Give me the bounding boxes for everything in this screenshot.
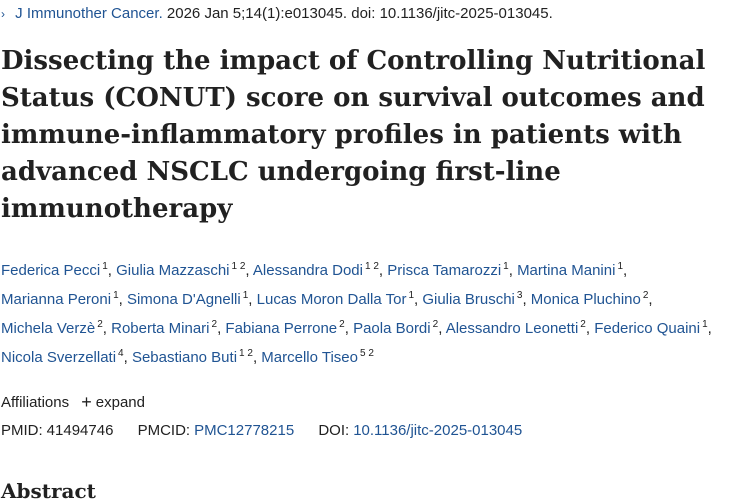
author-name-link[interactable]: Alessandra Dodi: [252, 262, 363, 279]
author-name-link[interactable]: Prisca Tamarozzi: [387, 262, 502, 279]
author-item: Alessandra Dodi 1 2,: [252, 261, 384, 279]
author-item: Marianna Peroni 1,: [1, 290, 123, 308]
author-name-link[interactable]: Federico Quaini: [594, 320, 701, 337]
author-separator: ,: [648, 291, 653, 308]
author-item: Simona D'Agnelli 1,: [126, 290, 253, 308]
author-name-link[interactable]: Monica Pluchino: [530, 291, 641, 308]
author-item: Paola Bordi 2,: [353, 319, 443, 337]
pmid-group: PMID: 41494746: [1, 422, 113, 439]
author-item: Marcello Tiseo 5 2: [261, 348, 374, 366]
author-name-link[interactable]: Sebastiano Buti: [131, 349, 238, 366]
author-affiliation-number[interactable]: 1 2: [239, 348, 253, 359]
author-item: Sebastiano Buti 1 2,: [131, 348, 258, 366]
author-name-link[interactable]: Giulia Bruschi: [422, 291, 515, 308]
author-item: Lucas Moron Dalla Tor 1,: [256, 290, 419, 308]
author-name-link[interactable]: Lucas Moron Dalla Tor: [256, 291, 407, 308]
author-affiliation-number[interactable]: 1: [102, 261, 108, 272]
chevron-right-icon: ›: [1, 7, 5, 21]
author-item: Michela Verzè 2,: [1, 319, 107, 337]
author-affiliation-number[interactable]: 1: [408, 290, 414, 301]
author-name-link[interactable]: Alessandro Leonetti: [445, 320, 579, 337]
pmid-label: PMID:: [1, 422, 43, 439]
author-item: Giulia Bruschi 3,: [422, 290, 527, 308]
author-affiliation-number[interactable]: 2: [339, 319, 345, 330]
pmcid-label: PMCID:: [137, 422, 191, 439]
author-list: Federica Pecci 1, Giulia Mazzaschi 1 2, Al…: [1, 254, 746, 370]
author-affiliation-number[interactable]: 2: [642, 290, 649, 301]
author-item: Monica Pluchino 2,: [530, 290, 653, 308]
author-affiliation-number[interactable]: 5 2: [359, 348, 374, 359]
article-title: Dissecting the impact of Controlling Nut…: [1, 46, 706, 224]
author-affiliation-number[interactable]: 4: [118, 348, 124, 359]
author-name-link[interactable]: Marcello Tiseo: [261, 349, 358, 366]
author-affiliation-number[interactable]: 1: [503, 261, 509, 272]
author-separator: ,: [102, 320, 107, 337]
author-affiliation-number[interactable]: 2: [580, 319, 586, 330]
author-separator: ,: [217, 320, 222, 337]
abstract-heading: Abstract: [1, 479, 96, 503]
author-item: Federico Quaini 1,: [594, 319, 712, 337]
author-affiliation-number[interactable]: 1: [113, 290, 119, 301]
author-separator: ,: [118, 291, 123, 308]
citation-details: 2026 Jan 5;14(1):e013045. doi: 10.1136/j…: [166, 5, 553, 22]
author-affiliation-number[interactable]: 2: [432, 319, 439, 330]
author-separator: ,: [707, 320, 712, 337]
author-affiliation-number[interactable]: 1 2: [231, 261, 246, 272]
expand-label: expand: [95, 394, 145, 411]
affiliations-label: Affiliations: [1, 394, 70, 411]
author-name-link[interactable]: Paola Bordi: [353, 320, 431, 337]
author-item: Nicola Sverzellati 4,: [1, 348, 128, 366]
author-item: Martina Manini 1,: [517, 261, 628, 279]
author-separator: ,: [508, 262, 513, 279]
author-separator: ,: [252, 349, 258, 366]
author-item: Giulia Mazzaschi 1 2,: [116, 261, 250, 279]
pmcid-link[interactable]: PMC12778215: [194, 422, 295, 439]
author-item: Roberta Minari 2,: [111, 319, 222, 337]
author-separator: ,: [438, 320, 443, 337]
author-separator: ,: [623, 262, 628, 279]
expand-affiliations-button[interactable]: + expand: [81, 392, 145, 414]
author-affiliation-number[interactable]: 1: [617, 261, 623, 272]
author-name-link[interactable]: Michela Verzè: [1, 320, 96, 337]
author-affiliation-number[interactable]: 1: [242, 290, 249, 301]
pmcid-group: PMCID: PMC12778215: [138, 422, 295, 439]
affiliations-row: Affiliations + expand: [1, 392, 145, 414]
identifiers-row: PMID: 41494746 PMCID: PMC12778215 DOI: 10.1…: [1, 420, 522, 442]
author-name-link[interactable]: Simona D'Agnelli: [126, 291, 241, 308]
journal-link[interactable]: J Immunother Cancer.: [15, 5, 163, 22]
citation-line: › J Immunother Cancer. 2026 Jan 5;14(1):…: [1, 4, 553, 24]
author-separator: ,: [248, 291, 253, 308]
author-name-link[interactable]: Roberta Minari: [111, 320, 210, 337]
author-item: Prisca Tamarozzi 1,: [387, 261, 513, 279]
author-affiliation-number[interactable]: 1 2: [364, 261, 379, 272]
author-name-link[interactable]: Fabiana Perrone: [225, 320, 338, 337]
author-separator: ,: [378, 262, 384, 279]
author-item: Fabiana Perrone 2,: [225, 319, 349, 337]
doi-label: DOI:: [318, 422, 350, 439]
doi-group: DOI: 10.1136/jitc-2025-013045: [318, 422, 522, 439]
author-separator: ,: [123, 349, 128, 366]
pmid-value: 41494746: [46, 422, 114, 439]
author-separator: ,: [245, 262, 250, 279]
doi-link[interactable]: 10.1136/jitc-2025-013045: [353, 422, 523, 439]
author-affiliation-number[interactable]: 1: [702, 319, 708, 330]
author-separator: ,: [344, 320, 349, 337]
plus-icon: +: [81, 392, 92, 412]
author-separator: ,: [585, 320, 591, 337]
author-affiliation-number[interactable]: 2: [97, 319, 103, 330]
author-name-link[interactable]: Giulia Mazzaschi: [116, 262, 230, 279]
author-separator: ,: [414, 291, 419, 308]
author-separator: ,: [522, 291, 527, 308]
author-name-link[interactable]: Marianna Peroni: [1, 291, 112, 308]
author-separator: ,: [107, 262, 112, 279]
author-affiliation-number[interactable]: 3: [516, 290, 523, 301]
author-name-link[interactable]: Federica Pecci: [1, 262, 101, 279]
author-item: Alessandro Leonetti 2,: [445, 319, 591, 337]
author-affiliation-number[interactable]: 2: [211, 319, 218, 330]
author-name-link[interactable]: Nicola Sverzellati: [1, 349, 117, 366]
author-item: Federica Pecci 1,: [1, 261, 112, 279]
author-name-link[interactable]: Martina Manini: [517, 262, 616, 279]
